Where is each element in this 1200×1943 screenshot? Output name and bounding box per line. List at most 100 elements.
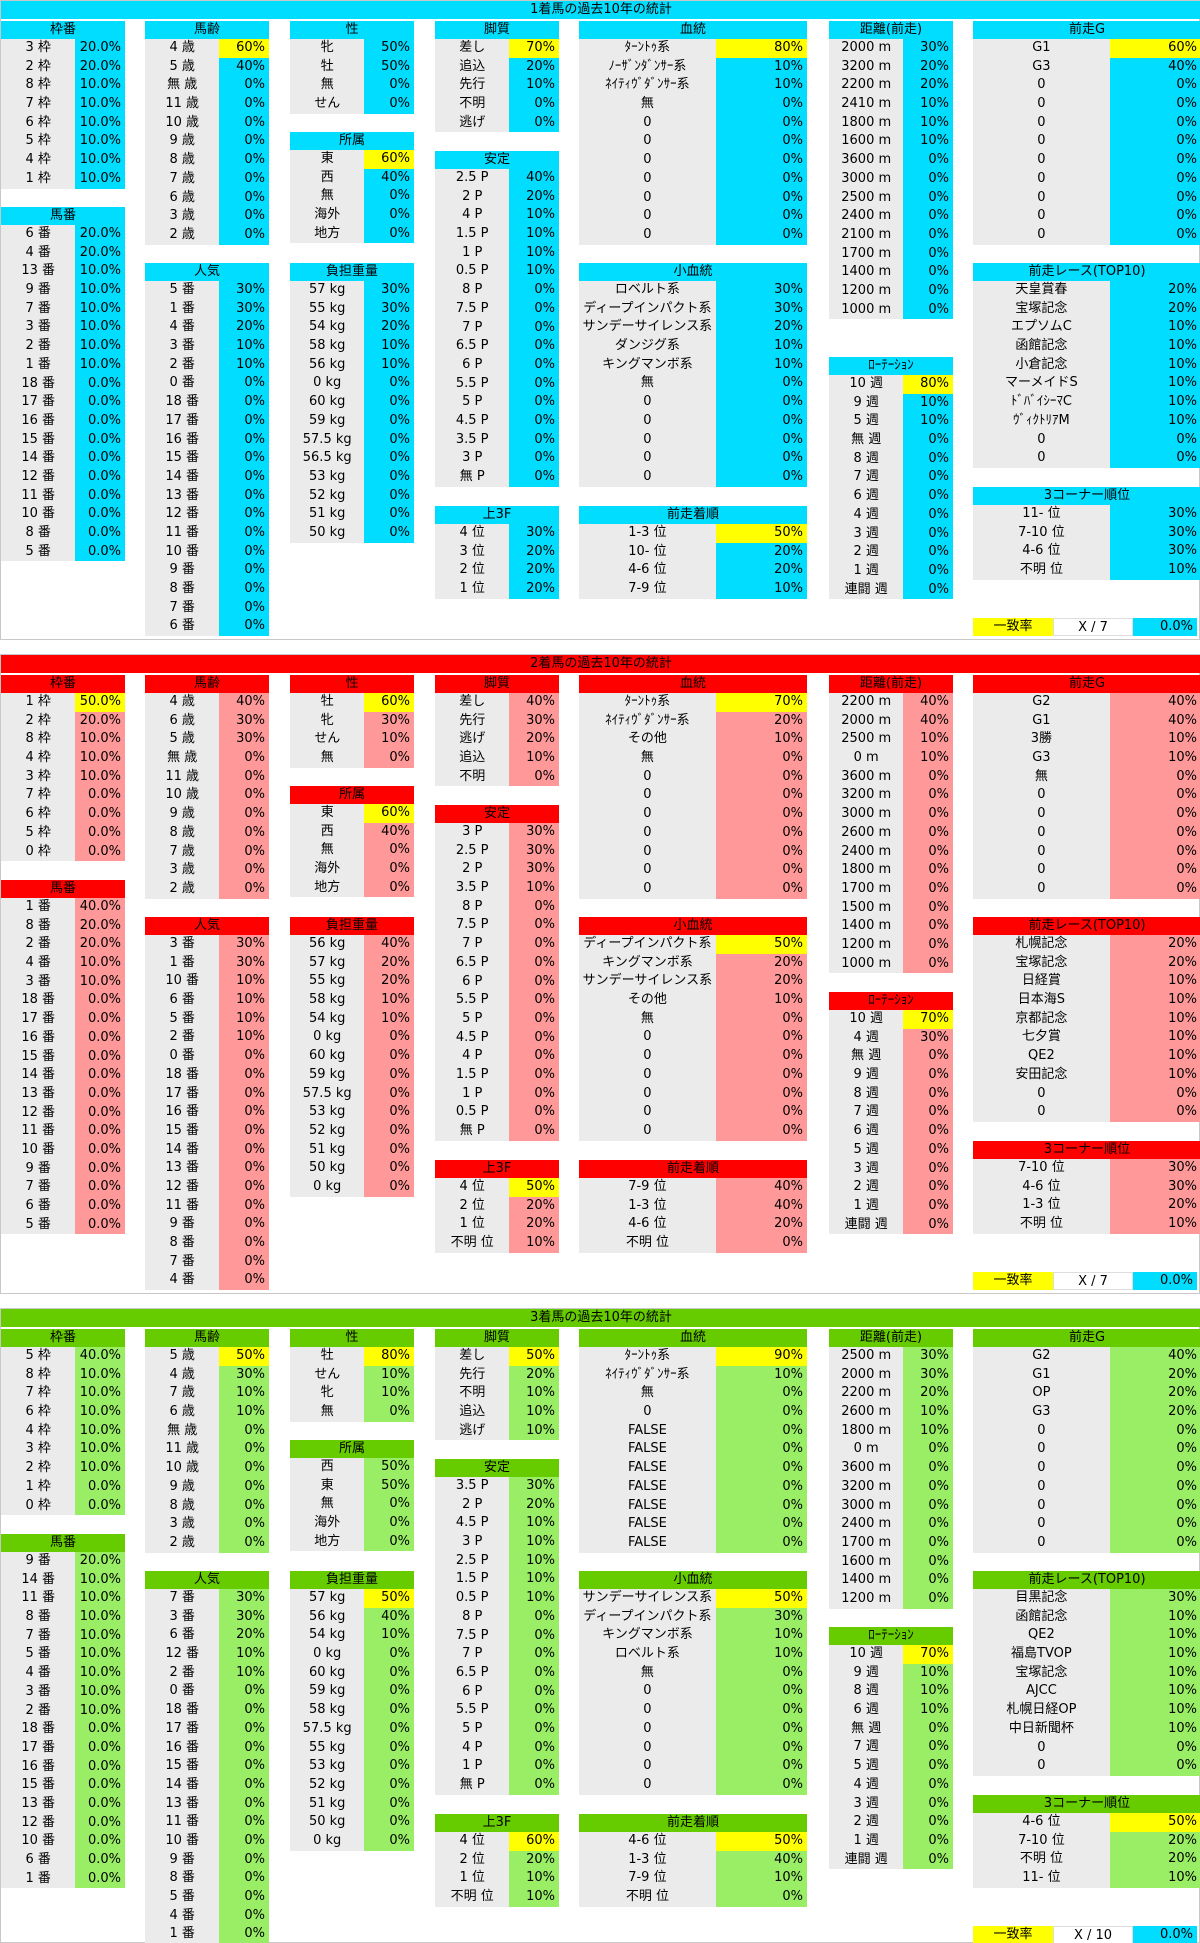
row-label: FALSE [579,1515,716,1534]
table-header: 3コーナー順位 [973,487,1200,505]
table-header: 馬齢 [145,675,269,693]
row-label: 1 位 [435,1215,510,1235]
row-value: 20% [509,1495,559,1515]
table-row: 0 0% [579,1103,807,1122]
table-row: 東 60% [290,804,414,823]
table-row: 2600 m 0% [829,823,953,843]
table-row: 1200 m 0% [829,935,953,955]
row-value: 10% [903,1682,953,1702]
row-value: 20% [364,318,414,338]
row-value: 0% [364,1028,414,1048]
table-row: 10 週 70% [829,1010,953,1029]
row-label: 13 番 [145,486,220,506]
row-value: 30% [364,299,414,319]
row-value: 10% [364,1009,414,1029]
row-value: 0% [509,1047,559,1066]
row-label: G2 [973,1347,1110,1366]
row-value: 10.0% [75,76,125,96]
row-value: 0% [364,1495,414,1515]
row-label: 無 [579,1384,716,1404]
row-label: 函館記念 [973,1607,1110,1627]
row-value: 30% [509,1477,559,1496]
table-row: 3 番 10.0% [1,318,125,338]
row-label: 12 番 [1,467,76,487]
row-value: 0% [509,1645,559,1664]
row-value: 10% [509,1551,559,1571]
table-row: 1700 m 0% [829,879,953,899]
row-value: 0% [903,954,953,974]
row-value: 10.0% [75,262,125,282]
row-value: 0% [509,1122,559,1141]
table-row: 1.5 P 10% [435,225,559,244]
row-value: 0% [715,1738,807,1758]
row-label: 59 kg [290,1065,365,1085]
row-value: 10% [1109,972,1200,992]
row-label: 50 kg [290,1159,365,1178]
row-value: 0% [219,113,269,133]
table-row: 6 番 20% [145,1626,269,1646]
row-label: 17 番 [1,1010,76,1029]
row-label: 0 番 [145,1047,220,1066]
table-row: 3600 m 0% [829,151,953,170]
row-label: 5 番 [1,1645,76,1665]
table-row: 1600 m 10% [829,132,953,152]
row-value: 50% [715,1589,807,1608]
table-row: 安田記念 10% [973,1065,1200,1085]
table-row: 0 枠 0.0% [1,1496,125,1516]
table-row: 7-9 位 10% [579,580,807,599]
table-row: 2 位 20% [435,1850,559,1870]
row-value: 0.0% [75,991,125,1011]
row-label: FALSE [579,1459,716,1478]
row-label: 6 P [435,355,510,375]
table-row: 0 0% [579,430,807,450]
row-label: 15 番 [1,1047,76,1067]
row-label: 2 番 [1,337,76,356]
row-label: 7-9 位 [579,1178,716,1197]
row-value: 0% [903,879,953,899]
row-value: 0% [715,169,807,189]
row-value: 0% [903,151,953,170]
row-label: 4 番 [145,1906,220,1926]
table-row: 58 kg 0% [290,1701,414,1720]
row-label: 3 番 [1,972,76,992]
row-label: 51 kg [290,505,365,524]
row-value: 0% [903,449,953,469]
row-label: 3000 m [829,169,904,189]
row-value: 10% [903,95,953,114]
row-value: 0% [903,898,953,918]
row-value: 10.0% [75,132,125,152]
table-row: 7 P 0% [435,318,559,338]
row-value: 30% [219,1589,269,1608]
row-label: 2.5 P [435,169,510,188]
row-value: 0% [1109,767,1200,787]
table-row: 5 番 0.0% [1,542,125,562]
table-header: 前走G [973,675,1200,693]
row-value: 0% [1109,1421,1200,1441]
row-value: 40% [509,169,559,188]
row-label: OP [973,1384,1110,1404]
row-label: 西 [290,1458,365,1477]
row-value: 0% [509,95,559,114]
row-label: ディープインパクト系 [579,935,716,954]
table-row: 不明 位 10% [973,1215,1200,1234]
table-row: 1 P 0% [435,1084,559,1104]
row-value: 30% [219,281,269,300]
stat-table: 3コーナー順位 11- 位 30% 7-10 位 30% 4-6 位 30% 不明 位 10% [973,487,1200,580]
row-value: 0% [1109,861,1200,880]
row-label: ﾈｲﾃｨｳﾞﾀﾞﾝｻｰ系 [579,76,716,96]
row-value: 0% [715,1888,807,1907]
row-value: 10.0% [75,337,125,356]
table-row: 16 番 0% [145,1103,269,1122]
row-label: 2 P [435,1495,510,1515]
table-row: 15 番 0% [145,1121,269,1141]
row-label: 0 [579,805,716,824]
table-row: 0.5 P 0% [435,1103,559,1122]
table-row: 15 番 0% [145,449,269,468]
row-label: 14 番 [1,449,76,468]
table-row: 0 0% [579,1065,807,1085]
table-row: 1-3 位 50% [579,524,807,543]
table-row: 無 0% [579,374,807,394]
table-row: 8 歳 0% [145,823,269,843]
row-value: 0.0% [75,1813,125,1833]
table-row: サンデーサイレンス系 20% [579,318,807,338]
